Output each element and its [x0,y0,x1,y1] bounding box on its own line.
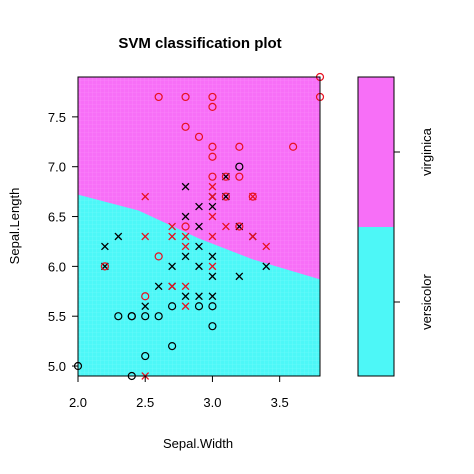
support-vector-point [181,232,190,241]
data-point [221,192,230,201]
data-point [181,92,190,102]
data-point [168,302,177,311]
support-vector-point [195,262,203,271]
support-vector-point [248,192,257,201]
support-vector-point [262,262,271,271]
data-point [141,292,150,301]
y-tick-label: 6.5 [48,210,66,225]
support-vector-point [248,232,257,241]
y-axis: 5.0 5.5 6.0 6.5 7.0 7.5 [48,110,79,374]
data-point [194,132,204,141]
support-vector-point [181,212,190,221]
support-vector-point [154,282,163,291]
data-point [235,172,244,181]
support-vector-point [262,242,271,251]
data-point [154,312,163,321]
support-vector-point [141,232,150,241]
support-vector-point [195,222,203,231]
x-axis: 2.0 2.5 3.0 3.5 [69,375,289,410]
data-point [208,152,217,161]
support-vector-point [195,292,203,301]
support-vector-point [208,182,217,191]
x-axis-label: Sepal.Width [163,436,233,451]
data-point [208,322,217,331]
data-point [181,122,190,131]
key-versicolor-swatch [358,227,394,376]
y-tick-label: 7.0 [48,160,66,175]
data-point [114,312,123,321]
data-point [100,262,109,271]
support-vector-point [168,222,176,231]
x-tick-label: 3.0 [203,395,221,410]
chart-title: SVM classification plot [118,35,281,52]
data-point [208,142,217,151]
data-point [289,142,298,151]
support-vector-point [208,262,217,271]
support-vector-point [141,302,150,311]
data-point [208,102,217,112]
data-point [194,302,204,311]
class-color-key: virginica versicolor [357,76,434,377]
support-vector-point [222,222,230,231]
data-point [208,172,217,181]
y-axis-label: Sepal.Length [7,188,22,265]
y-tick-label: 5.5 [48,309,66,324]
plot-area [73,72,325,381]
support-vector-point [208,272,217,281]
support-vector-point [181,182,190,191]
key-frame [357,76,395,377]
support-vector-point [114,232,123,241]
x-tick-label: 2.5 [136,395,154,410]
data-point [235,222,244,231]
data-point [168,342,177,351]
key-label-virginica: virginica [419,127,434,175]
support-vector-point [181,252,190,261]
support-vector-point [195,202,203,211]
data-point [221,172,230,181]
key-virginica-swatch [358,77,394,227]
support-vector-point [141,192,150,201]
x-tick-label: 2.0 [69,395,87,410]
data-point [154,92,163,102]
data-point [141,312,150,321]
data-point [141,351,150,361]
support-vector-point [208,232,217,241]
data-point [181,222,190,231]
support-vector-point [181,282,190,291]
support-vector-point [181,292,190,301]
support-vector-point [181,302,190,311]
key-label-versicolor: versicolor [419,274,434,330]
y-tick-label: 6.0 [48,259,66,274]
data-point [208,92,217,102]
support-vector-point [208,292,217,301]
support-vector-point [208,192,217,201]
x-tick-label: 3.5 [271,395,289,410]
support-vector-point [101,242,109,251]
data-point [235,142,244,151]
support-vector-point [208,202,217,211]
data-point [235,162,244,171]
y-tick-label: 5.0 [48,359,66,374]
y-tick-label: 7.5 [48,110,66,125]
support-vector-point [181,242,190,251]
data-point [248,192,257,201]
data-point [208,302,217,311]
support-vector-point [195,242,203,251]
support-vector-point [235,272,244,281]
data-point [127,312,136,321]
support-vector-point [168,282,176,291]
data-points [73,72,325,381]
key-ticks [394,151,400,303]
support-vector-point [208,212,217,221]
support-vector-point [208,252,217,261]
data-point [154,252,163,261]
support-vector-point [168,232,176,241]
support-vector-point [168,262,176,271]
